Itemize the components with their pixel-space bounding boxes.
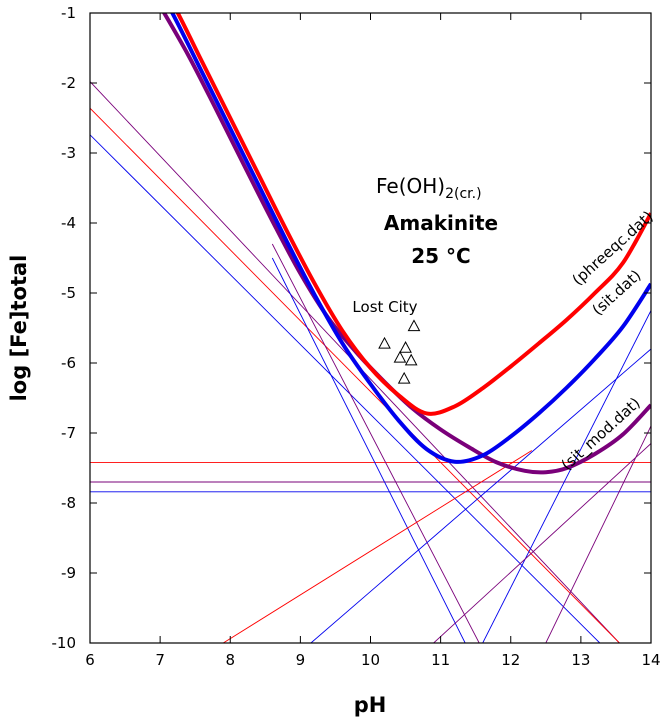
y-tick-label-1: -2	[61, 74, 76, 92]
x-tick-label-0: 6	[85, 651, 95, 669]
x-tick-label-7: 13	[571, 651, 590, 669]
x-axis-title: pH	[354, 693, 387, 717]
y-tick-label-6: -7	[61, 424, 76, 442]
lost-city-marker-3	[404, 353, 418, 366]
mineral-name: Amakinite	[384, 211, 498, 235]
mineral-formula-subscript: 2(cr.)	[445, 186, 481, 202]
y-tick-label-4: -5	[61, 284, 76, 302]
reference-line-4	[90, 107, 620, 643]
lost-city-label: Lost City	[352, 298, 417, 316]
temperature-label: 25 °C	[411, 244, 470, 268]
lost-city-marker-4	[407, 319, 421, 332]
x-tick-label-3: 9	[296, 651, 306, 669]
x-tick-label-6: 12	[501, 651, 520, 669]
x-tick-label-4: 10	[361, 651, 380, 669]
y-tick-label-9: -10	[52, 634, 77, 652]
lost-city-marker-2	[399, 341, 412, 353]
plot-content	[90, 13, 651, 643]
plot-frame	[89, 12, 652, 644]
reference-line-9	[310, 348, 651, 643]
reference-line-7	[271, 243, 480, 643]
reference-line-8	[222, 450, 533, 643]
y-tick-label-3: -4	[61, 214, 76, 232]
x-tick-label-8: 14	[641, 651, 660, 669]
reference-line-11	[433, 443, 651, 643]
y-tick-label-7: -8	[61, 494, 76, 512]
mineral-formula-main: Fe(OH)	[376, 174, 445, 198]
series-line-0	[175, 13, 651, 416]
lost-city-marker-1	[393, 350, 407, 363]
mineral-formula: Fe(OH)2(cr.)	[376, 174, 482, 202]
reference-line-10	[482, 310, 651, 643]
reference-line-6	[271, 257, 466, 643]
y-tick-label-0: -1	[61, 4, 76, 22]
plot-area	[90, 13, 651, 643]
lost-city-marker-0	[378, 336, 391, 349]
x-tick-label-5: 11	[431, 651, 450, 669]
y-tick-label-8: -9	[61, 564, 76, 582]
x-tick-label-1: 7	[155, 651, 165, 669]
axes: 6 7 8 9 10 11 12 13 14 -1 -2 -3 -4 -5 -6 -7 -8 -9 -10	[52, 4, 661, 669]
series-line-1	[170, 13, 651, 464]
reference-line-12	[545, 425, 651, 643]
reference-line-5	[90, 134, 601, 643]
mineral-annotation: Fe(OH)2(cr.) Amakinite 25 °C	[376, 174, 498, 268]
y-axis-title: log [Fe]total	[7, 255, 31, 402]
y-tick-label-2: -3	[61, 144, 76, 162]
y-tick-label-5: -6	[61, 354, 76, 372]
x-tick-label-2: 8	[225, 651, 235, 669]
lost-city-marker-5	[397, 371, 411, 384]
